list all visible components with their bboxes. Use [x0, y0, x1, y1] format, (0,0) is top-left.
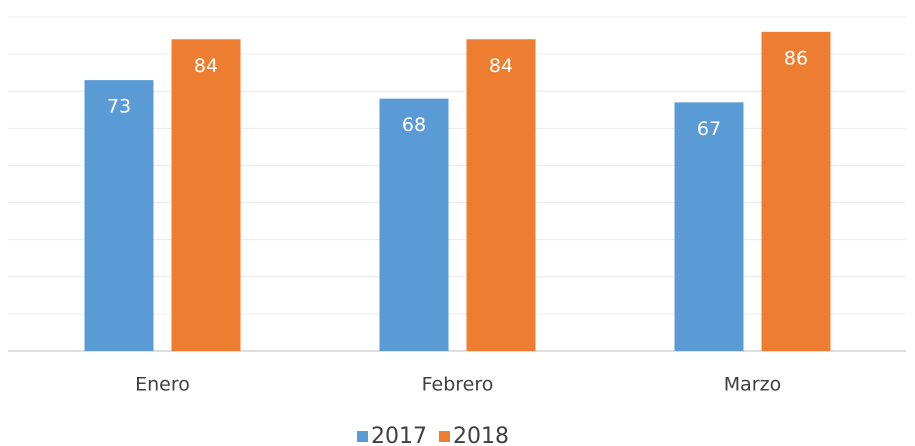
bar: [674, 102, 744, 351]
bar: [379, 98, 449, 352]
data-label: 86: [784, 47, 808, 69]
legend-swatch: [439, 431, 450, 442]
x-tick-label: Enero: [135, 374, 190, 396]
data-label: 73: [107, 96, 131, 118]
x-tick-label: Febrero: [422, 374, 494, 396]
legend-label: 2017: [371, 424, 427, 446]
bar: [466, 39, 536, 352]
bar: [171, 39, 241, 352]
legend-label: 2018: [453, 424, 509, 446]
x-tick-label: Marzo: [724, 374, 781, 396]
data-label: 67: [697, 118, 721, 140]
bar: [761, 31, 831, 351]
data-label: 84: [194, 55, 218, 77]
data-label: 84: [489, 55, 513, 77]
data-label: 68: [402, 114, 426, 136]
legend-swatch: [357, 431, 368, 442]
bar: [84, 80, 154, 351]
